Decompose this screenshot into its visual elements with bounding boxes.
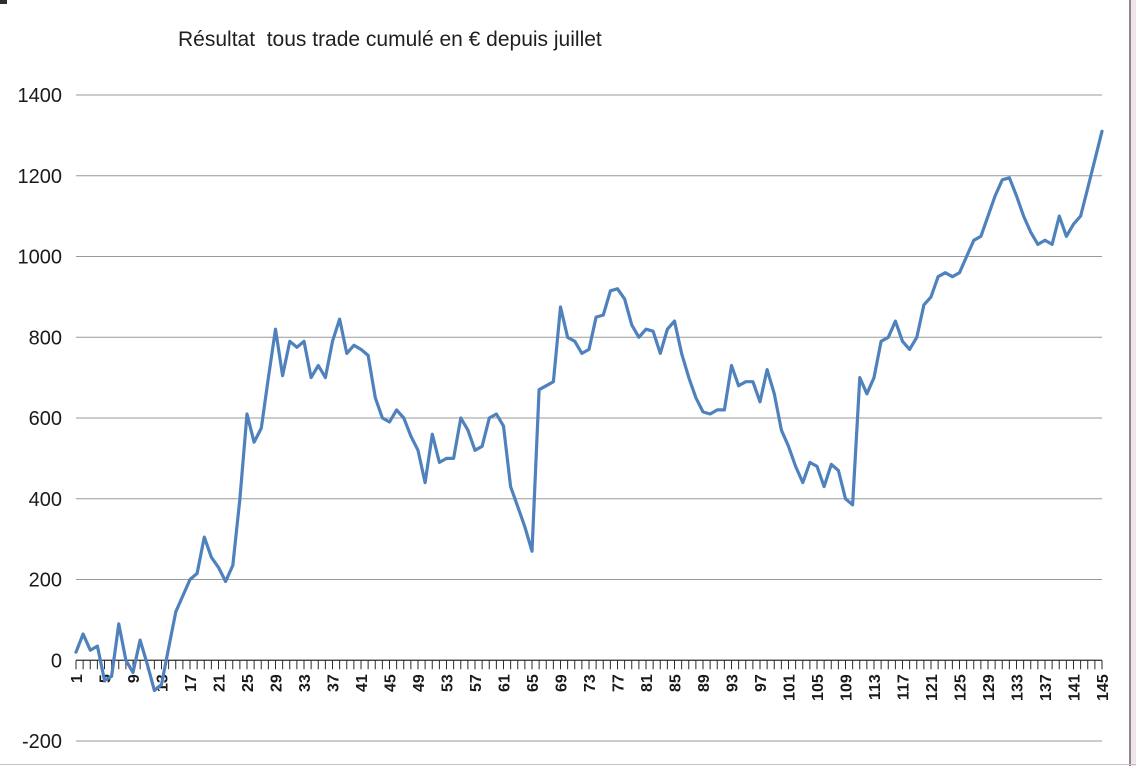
svg-text:9: 9 <box>126 674 143 683</box>
svg-text:29: 29 <box>269 674 286 692</box>
svg-text:1: 1 <box>69 674 86 683</box>
series-line <box>74 129 1104 693</box>
svg-text:-200: -200 <box>22 731 62 753</box>
svg-text:105: 105 <box>810 674 827 701</box>
window-corner-artifact <box>0 0 7 4</box>
svg-text:97: 97 <box>753 674 770 692</box>
svg-text:109: 109 <box>839 674 856 701</box>
x-axis-ticks <box>75 660 1103 670</box>
svg-text:53: 53 <box>440 674 457 692</box>
svg-text:45: 45 <box>383 674 400 692</box>
svg-text:400: 400 <box>29 489 62 511</box>
svg-text:137: 137 <box>1038 674 1055 701</box>
svg-text:0: 0 <box>51 650 62 672</box>
chart-title: Résultat tous trade cumulé en € depuis j… <box>178 28 602 51</box>
svg-text:93: 93 <box>725 674 742 692</box>
svg-text:1400: 1400 <box>18 85 63 107</box>
y-axis-labels: -200 0 200 400 600 800 1000 1200 1400 <box>18 85 63 753</box>
svg-text:145: 145 <box>1095 674 1112 701</box>
svg-text:25: 25 <box>240 674 257 692</box>
svg-text:89: 89 <box>696 674 713 692</box>
svg-text:69: 69 <box>554 674 571 692</box>
svg-text:129: 129 <box>981 674 998 701</box>
svg-text:57: 57 <box>468 674 485 692</box>
svg-text:101: 101 <box>782 674 799 701</box>
svg-text:600: 600 <box>29 408 62 430</box>
svg-text:1000: 1000 <box>18 247 63 269</box>
svg-text:800: 800 <box>29 327 62 349</box>
x-axis-labels: 1 5 9 13 17 21 25 29 33 37 41 45 49 53 57 61 65 69 73 77 81 8… <box>69 674 1112 701</box>
window-bottom-edge <box>0 764 1136 765</box>
svg-text:65: 65 <box>525 674 542 692</box>
svg-text:133: 133 <box>1010 674 1027 701</box>
svg-text:49: 49 <box>411 674 428 692</box>
svg-text:77: 77 <box>611 674 628 692</box>
window-right-edge-line <box>1129 0 1131 766</box>
svg-text:125: 125 <box>953 674 970 701</box>
svg-text:113: 113 <box>867 674 884 700</box>
svg-text:141: 141 <box>1067 674 1084 701</box>
svg-text:37: 37 <box>326 674 343 692</box>
svg-text:73: 73 <box>582 674 599 692</box>
svg-text:121: 121 <box>924 674 941 701</box>
svg-text:117: 117 <box>896 674 913 700</box>
svg-text:61: 61 <box>497 674 514 692</box>
svg-text:1200: 1200 <box>18 166 63 188</box>
window-right-edge-soft <box>1131 0 1136 766</box>
svg-text:21: 21 <box>212 674 229 692</box>
svg-text:200: 200 <box>29 570 62 592</box>
svg-text:17: 17 <box>183 674 200 692</box>
svg-text:33: 33 <box>297 674 314 692</box>
svg-text:81: 81 <box>639 674 656 692</box>
svg-text:41: 41 <box>354 674 371 692</box>
svg-text:85: 85 <box>668 674 685 692</box>
gridlines <box>76 94 1102 742</box>
